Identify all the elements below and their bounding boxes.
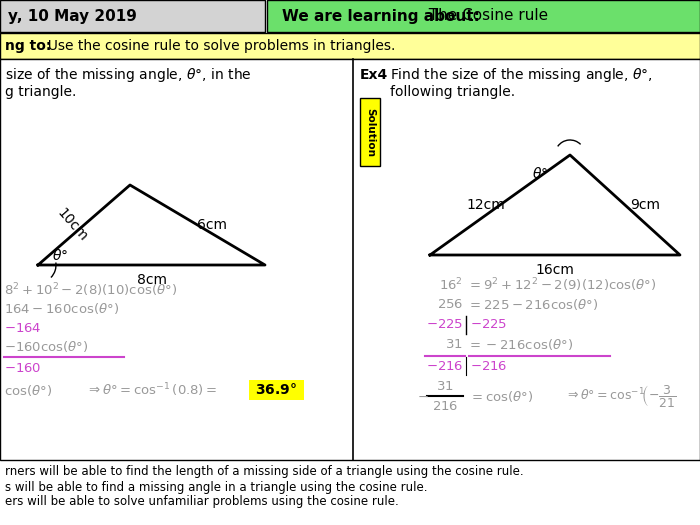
Text: $\Rightarrow \theta° = \cos^{-1}\!\!\left(-\dfrac{3}{21}\right.$: $\Rightarrow \theta° = \cos^{-1}\!\!\lef… <box>565 383 677 409</box>
Text: $16^2$: $16^2$ <box>439 277 463 293</box>
Text: $- 164$: $- 164$ <box>4 321 41 334</box>
Text: $\theta$°: $\theta$° <box>532 165 548 181</box>
Text: We are learning about:: We are learning about: <box>282 8 480 24</box>
Text: ng to:: ng to: <box>5 39 51 53</box>
Text: 12cm: 12cm <box>467 198 505 212</box>
Text: $31$: $31$ <box>436 381 454 394</box>
Text: 9cm: 9cm <box>630 198 660 212</box>
Bar <box>0 59 700 460</box>
Bar <box>360 98 380 166</box>
Text: $\Rightarrow \theta° = \cos^{-1}(0.8) = $: $\Rightarrow \theta° = \cos^{-1}(0.8) = … <box>86 381 217 399</box>
Text: ers will be able to solve unfamiliar problems using the cosine rule.: ers will be able to solve unfamiliar pro… <box>5 496 399 509</box>
Text: $-225$: $-225$ <box>426 319 463 331</box>
Text: $= 225 - 216\cos(\theta°)$: $= 225 - 216\cos(\theta°)$ <box>467 298 598 312</box>
Text: rners will be able to find the length of a missing side of a triangle using the : rners will be able to find the length of… <box>5 466 524 478</box>
Bar <box>0 33 700 59</box>
Text: $\theta$°: $\theta$° <box>52 247 68 262</box>
Text: Find the size of the missing angle, $\it{\theta}$°,: Find the size of the missing angle, $\it… <box>390 66 652 84</box>
Text: s will be able to find a missing angle in a triangle using the cosine rule.: s will be able to find a missing angle i… <box>5 480 428 493</box>
Bar <box>0 0 265 32</box>
Text: Use the cosine rule to solve problems in triangles.: Use the cosine rule to solve problems in… <box>39 39 395 53</box>
Text: $31$: $31$ <box>445 339 463 352</box>
Text: $216$: $216$ <box>432 400 458 413</box>
Text: $\cos(\theta°)$: $\cos(\theta°)$ <box>4 383 52 397</box>
Text: $-225$: $-225$ <box>470 319 508 331</box>
Text: Solution: Solution <box>365 108 375 156</box>
Text: $-160$: $-160$ <box>4 362 41 374</box>
Text: $= 9^2 + 12^2 - 2(9)(12)\cos(\theta°)$: $= 9^2 + 12^2 - 2(9)(12)\cos(\theta°)$ <box>467 276 657 294</box>
Text: following triangle.: following triangle. <box>390 85 515 99</box>
Text: g triangle.: g triangle. <box>5 85 76 99</box>
Text: $256$: $256$ <box>437 299 463 311</box>
Text: $164 - 160\cos(\theta°)$: $164 - 160\cos(\theta°)$ <box>4 301 119 317</box>
Text: $\mathbf{36.9°}$: $\mathbf{36.9°}$ <box>255 383 297 397</box>
Text: $= \cos(\theta°)$: $= \cos(\theta°)$ <box>469 388 533 404</box>
Text: The Cosine rule: The Cosine rule <box>419 8 548 24</box>
Text: $-$: $-$ <box>417 390 429 403</box>
Text: Ex4: Ex4 <box>360 68 389 82</box>
Text: $8^2 + 10^2 - 2(8)(10)\cos(\theta°)$: $8^2 + 10^2 - 2(8)(10)\cos(\theta°)$ <box>4 281 177 299</box>
Text: $-160\cos(\theta°)$: $-160\cos(\theta°)$ <box>4 340 89 354</box>
Text: size of the missing angle, $\it{\theta}$°, in the: size of the missing angle, $\it{\theta}$… <box>5 66 251 84</box>
Text: y, 10 May 2019: y, 10 May 2019 <box>8 8 137 24</box>
Text: $-216$: $-216$ <box>426 360 463 373</box>
Text: 8cm: 8cm <box>136 273 167 287</box>
Text: $= -216\cos(\theta°)$: $= -216\cos(\theta°)$ <box>467 338 573 352</box>
Text: 6cm: 6cm <box>197 218 227 232</box>
Bar <box>249 380 304 400</box>
Bar <box>267 0 700 32</box>
Text: $-216$: $-216$ <box>470 360 508 373</box>
Text: 10cm: 10cm <box>54 206 90 244</box>
Text: 16cm: 16cm <box>536 263 575 277</box>
